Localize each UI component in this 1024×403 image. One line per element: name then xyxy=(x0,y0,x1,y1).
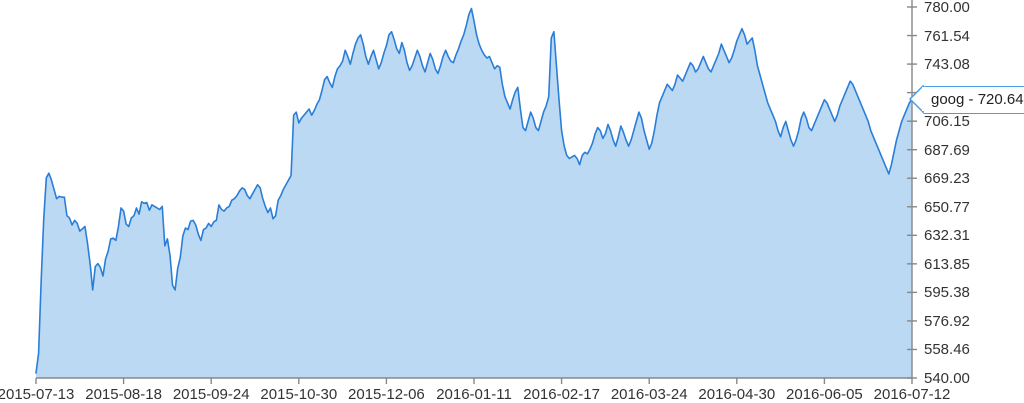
y-axis-tick-label: 669.23 xyxy=(924,170,970,188)
tooltip-pointer-arrow xyxy=(909,84,928,114)
x-axis-tick-label: 2015-09-24 xyxy=(172,386,250,403)
x-axis-tick-label: 2015-08-18 xyxy=(85,386,162,403)
y-axis-tick-label: 687.69 xyxy=(924,141,970,159)
y-axis-tick-label: 632.31 xyxy=(924,227,970,245)
x-axis-tick-label: 2016-07-12 xyxy=(873,386,951,403)
y-axis-tick-label: 613.85 xyxy=(924,255,970,273)
series-area-fill xyxy=(36,8,912,379)
x-axis-tick-label: 2016-04-30 xyxy=(698,386,776,403)
y-axis-tick-label: 780.00 xyxy=(924,0,970,16)
x-axis-tick-label: 2015-12-06 xyxy=(348,386,425,403)
x-axis-tick-label: 2015-07-13 xyxy=(0,386,75,403)
y-axis-tick-label: 558.46 xyxy=(924,341,970,359)
x-axis-ticks xyxy=(35,378,913,384)
y-axis-tick-label: 743.08 xyxy=(924,56,970,74)
y-axis-tick-label: 595.38 xyxy=(924,284,970,302)
x-axis-tick-label: 2016-03-24 xyxy=(610,386,688,403)
series-line xyxy=(35,7,913,374)
y-axis-tick-label: 576.92 xyxy=(924,312,970,330)
y-axis-tick-label: 540.00 xyxy=(924,370,970,387)
plot-area xyxy=(35,7,913,379)
x-axis-tick-label: 2015-10-30 xyxy=(260,386,338,403)
x-axis-tick-label: 2016-02-17 xyxy=(523,386,600,403)
tooltip-label: goog - 720.64 xyxy=(931,90,1024,108)
x-axis-tick-label: 2016-01-11 xyxy=(436,386,512,403)
y-axis-tick-label: 761.54 xyxy=(924,27,970,45)
value-tooltip[interactable]: goog - 720.64 xyxy=(922,85,1024,114)
y-axis-tick-label: 650.77 xyxy=(924,198,970,216)
y-axis-tick-label: 706.15 xyxy=(924,113,970,131)
tooltip-arrow-shape xyxy=(909,84,924,114)
x-axis-tick-label: 2016-06-05 xyxy=(786,386,863,403)
tooltip-arrow-mask xyxy=(922,86,928,111)
